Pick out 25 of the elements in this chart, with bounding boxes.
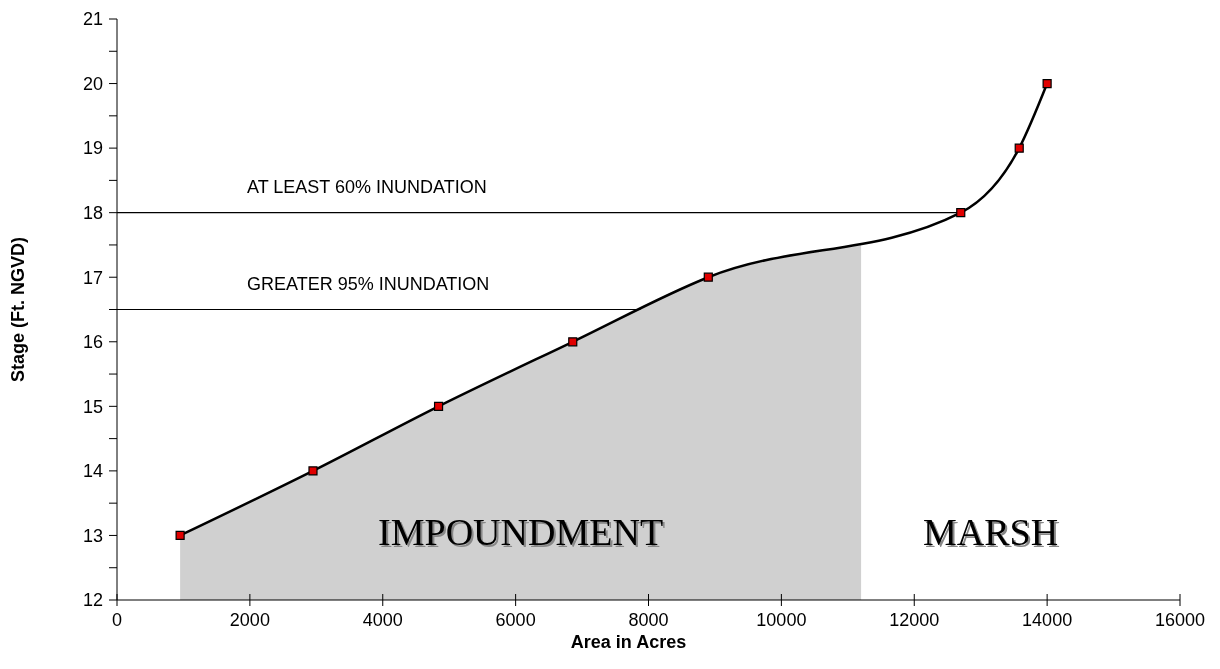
y-tick-label: 16 <box>82 332 103 353</box>
y-tick-label: 19 <box>82 138 103 159</box>
y-tick-label: 18 <box>82 202 103 223</box>
x-tick-label: 6000 <box>495 610 536 630</box>
ref-line-label: GREATER 95% INUNDATION <box>247 273 490 294</box>
y-tick-label: 21 <box>82 9 103 30</box>
x-tick-label: 2000 <box>229 610 270 630</box>
y-axis-title: Stage (Ft. NGVD) <box>8 236 28 383</box>
y-tick-label: 20 <box>82 73 103 94</box>
x-axis-title: Area in Acres <box>570 632 687 652</box>
annotation: MARSH <box>924 513 1061 555</box>
x-tick-label: 14000 <box>1022 610 1073 630</box>
y-tick-label: 17 <box>82 267 103 288</box>
x-tick-label: 16000 <box>1154 610 1206 630</box>
x-tick-label: 10000 <box>756 610 807 630</box>
x-tick-label: 8000 <box>628 610 669 630</box>
ref-line-label: AT LEAST 60% INUNDATION <box>247 176 487 197</box>
x-tick-label: 12000 <box>889 610 940 630</box>
x-tick-label: 0 <box>111 610 123 630</box>
y-tick-label: 13 <box>82 525 103 546</box>
y-tick-label: 14 <box>82 461 103 482</box>
y-tick-label: 15 <box>82 396 103 417</box>
y-tick-label: 12 <box>82 590 103 611</box>
annotation: IMPOUNDMENT <box>380 513 666 555</box>
x-tick-label: 4000 <box>362 610 403 630</box>
